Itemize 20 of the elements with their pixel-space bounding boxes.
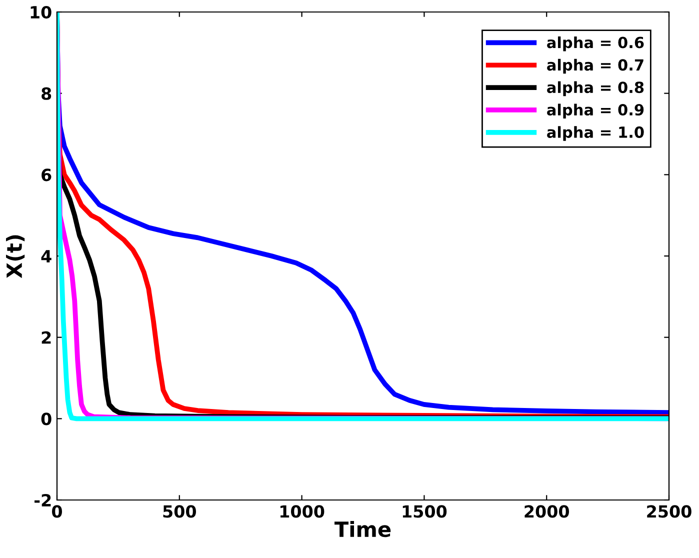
y-tick-label: 10 xyxy=(30,6,52,19)
legend-label: alpha = 0.8 xyxy=(547,81,644,96)
y-tick-label: 4 xyxy=(41,250,52,262)
x-axis-title: Time xyxy=(334,520,391,538)
x-tick-label: 2500 xyxy=(647,505,692,518)
x-tick-label: 0 xyxy=(52,505,62,518)
y-tick-label: -2 xyxy=(34,494,51,506)
y-tick-label: 6 xyxy=(42,168,52,182)
x-tick-label: 2000 xyxy=(524,505,569,518)
x-tick-label: 1500 xyxy=(402,505,447,518)
legend-label: alpha = 0.7 xyxy=(547,58,644,74)
y-tick-label: 8 xyxy=(42,87,52,100)
y-tick-label: 2 xyxy=(42,331,51,344)
x-tick-label: 500 xyxy=(163,505,196,518)
legend-label: alpha = 1.0 xyxy=(547,126,644,141)
x-tick-label: 1000 xyxy=(280,505,324,518)
legend-label: alpha = 0.6 xyxy=(547,36,644,52)
y-axis-title: X(t) xyxy=(6,235,25,278)
legend-label: alpha = 0.9 xyxy=(547,104,644,119)
y-tick-label: 0 xyxy=(41,412,52,426)
